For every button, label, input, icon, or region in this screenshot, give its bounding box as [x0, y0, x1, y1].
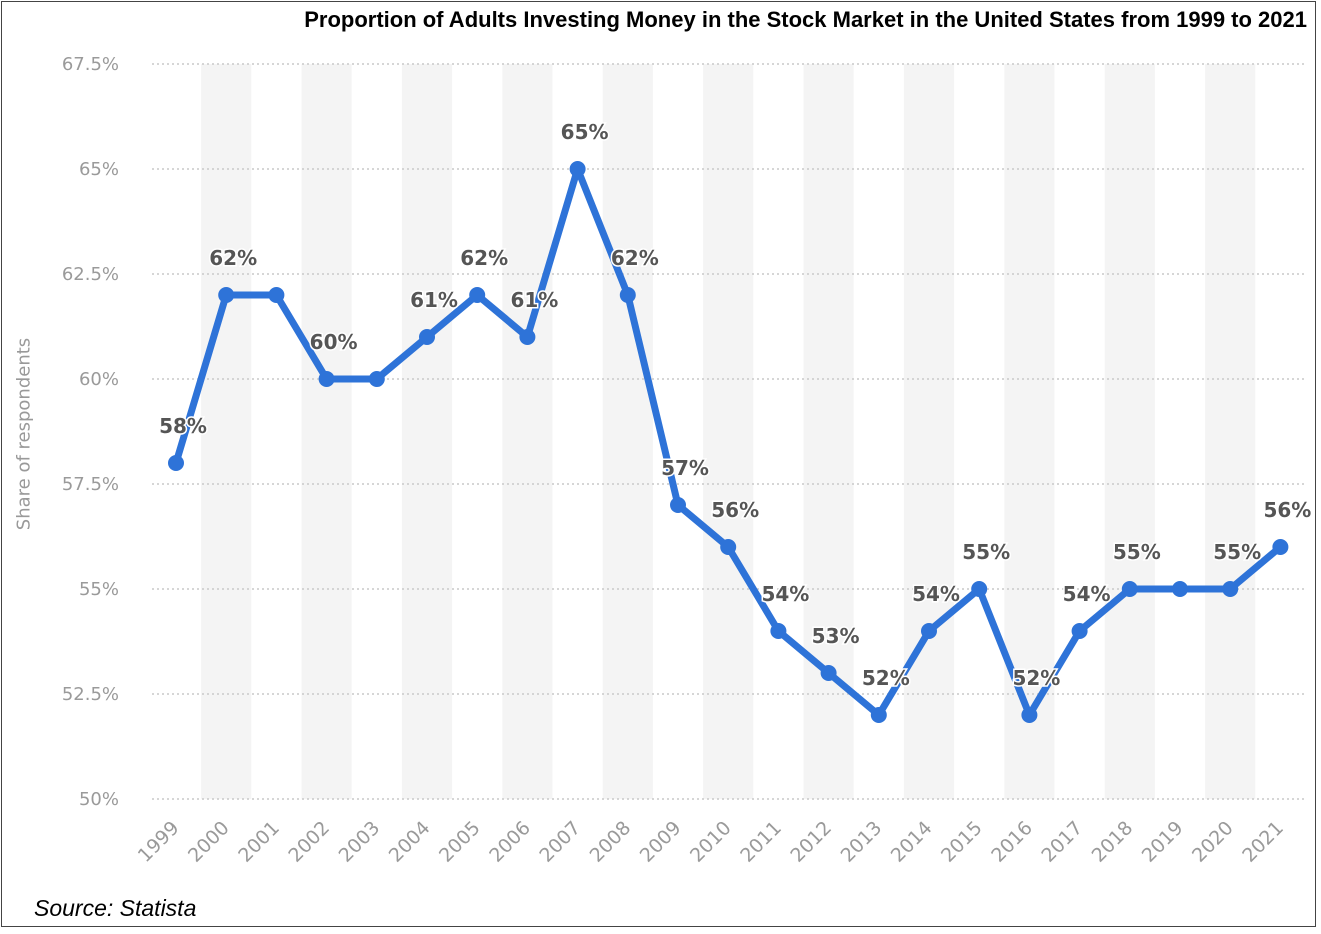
data-label: 62%	[209, 246, 257, 270]
data-label: 55%	[1213, 540, 1261, 564]
x-tick-label: 2011	[736, 817, 786, 867]
y-axis-ticks: 50% 52.5% 55% 57.5% 60% 62.5% 65% 67.5%	[62, 54, 119, 810]
x-tick-label: 2019	[1138, 817, 1188, 867]
y-tick-label: 67.5%	[62, 54, 119, 75]
data-label: 57%	[661, 456, 709, 480]
x-tick-label: 2004	[385, 817, 435, 867]
x-tick-label: 2016	[987, 817, 1037, 867]
x-tick-label: 2018	[1088, 817, 1138, 867]
data-label: 60%	[310, 330, 358, 354]
data-point	[820, 665, 837, 681]
data-point	[619, 287, 636, 303]
data-point	[1071, 623, 1088, 639]
data-label: 55%	[962, 540, 1010, 564]
data-point	[870, 707, 887, 723]
data-point	[1172, 581, 1188, 597]
y-tick-label: 60%	[79, 369, 119, 390]
data-label: 56%	[1263, 498, 1311, 522]
x-tick-label: 2017	[1037, 817, 1087, 867]
x-tick-label: 2014	[887, 817, 937, 867]
x-axis-ticks: 1999 2000 2001 2002 2003 2004 2005 2006 2007 2008…	[134, 817, 1288, 867]
column-band	[201, 64, 252, 799]
data-point	[1222, 581, 1239, 597]
column-band	[703, 64, 754, 799]
data-point	[569, 161, 586, 177]
y-tick-label: 50%	[79, 789, 119, 810]
x-tick-label: 2001	[234, 817, 284, 867]
x-tick-label: 2006	[485, 817, 535, 867]
chart-title: Proportion of Adults Investing Money in …	[304, 7, 1307, 32]
column-band	[401, 64, 453, 799]
x-tick-label: 2013	[837, 817, 887, 867]
y-tick-label: 62.5%	[62, 264, 119, 285]
column-band	[903, 64, 955, 799]
data-point	[1021, 707, 1038, 723]
data-label: 54%	[761, 582, 809, 606]
x-tick-label: 1999	[134, 817, 184, 867]
data-point	[670, 497, 686, 513]
gridlines	[152, 63, 1305, 800]
x-tick-label: 2008	[586, 817, 636, 867]
data-point	[218, 287, 235, 303]
data-point	[469, 287, 486, 303]
data-point	[419, 329, 435, 345]
column-band	[301, 64, 352, 799]
data-labels: 58%62%60%61%62%61%65%62%57%56%54%53%52%5…	[158, 119, 1313, 692]
y-tick-label: 57.5%	[62, 474, 119, 495]
column-bands	[201, 64, 1256, 799]
column-band	[502, 64, 553, 799]
data-label: 54%	[1063, 582, 1111, 606]
data-label: 65%	[561, 120, 609, 144]
data-point	[971, 581, 988, 597]
data-point	[1272, 539, 1289, 555]
data-label: 52%	[1012, 666, 1060, 690]
x-tick-label: 2015	[937, 817, 987, 867]
data-point	[720, 539, 737, 555]
x-tick-label: 2005	[435, 817, 485, 867]
x-tick-label: 2009	[636, 817, 686, 867]
x-tick-label: 2021	[1238, 817, 1288, 867]
x-tick-label: 2002	[284, 817, 334, 867]
column-band	[1205, 64, 1256, 799]
y-tick-label: 65%	[79, 159, 119, 180]
data-point	[168, 455, 184, 471]
data-label: 56%	[711, 498, 759, 522]
x-tick-label: 2010	[686, 817, 736, 867]
column-band	[1104, 64, 1155, 799]
source-note: Source: Statista	[34, 895, 197, 921]
data-point	[1121, 581, 1138, 597]
data-point	[368, 371, 385, 387]
column-band	[602, 64, 653, 799]
x-tick-label: 2003	[335, 817, 385, 867]
y-tick-label: 55%	[79, 579, 119, 600]
data-label: 61%	[410, 288, 458, 312]
data-label: 58%	[159, 414, 207, 438]
x-tick-label: 2007	[535, 817, 585, 867]
data-label: 55%	[1113, 540, 1161, 564]
data-point	[318, 371, 335, 387]
data-point	[921, 623, 937, 639]
x-tick-label: 2000	[184, 817, 234, 867]
data-label: 62%	[611, 246, 659, 270]
data-points	[168, 161, 1289, 723]
data-label: 61%	[510, 288, 558, 312]
x-tick-label: 2020	[1188, 817, 1238, 867]
data-point	[770, 623, 787, 639]
data-label: 52%	[862, 666, 910, 690]
data-point	[268, 287, 285, 303]
data-point	[519, 329, 536, 345]
data-label: 54%	[912, 582, 960, 606]
x-tick-label: 2012	[786, 817, 836, 867]
data-label: 53%	[812, 624, 860, 648]
data-label: 62%	[460, 246, 508, 270]
y-tick-label: 52.5%	[62, 684, 119, 705]
